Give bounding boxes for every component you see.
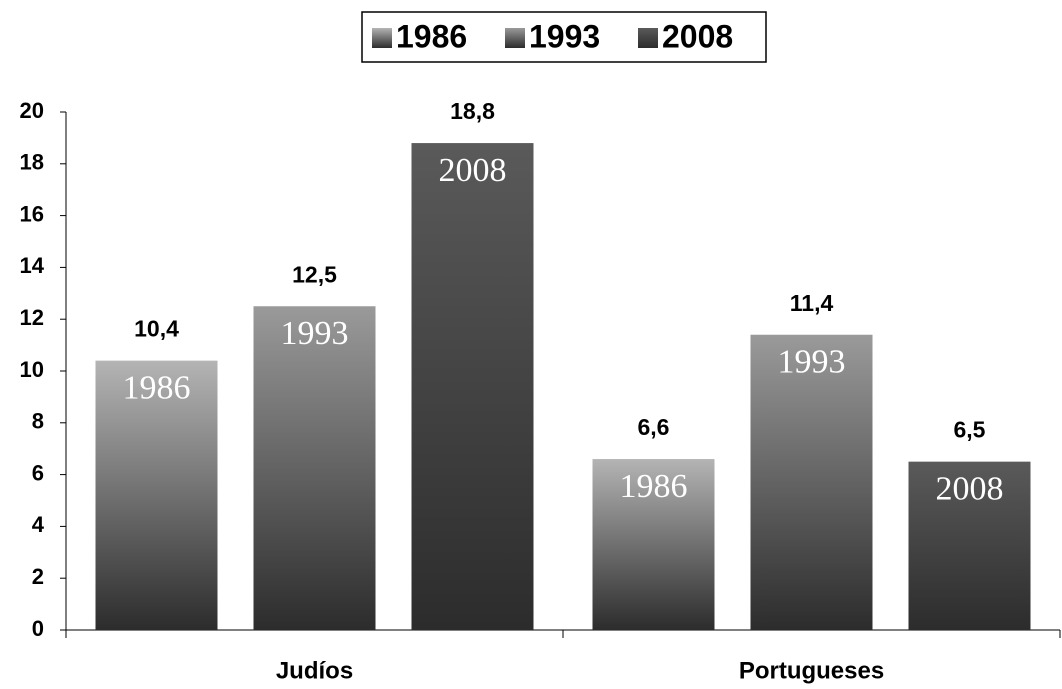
x-tick-label: Portugueses: [739, 657, 884, 684]
bar-series-label: 1993: [281, 315, 349, 352]
legend-swatch: [638, 28, 658, 48]
legend-label: 1993: [529, 18, 600, 54]
legend-label: 1986: [396, 18, 467, 54]
y-tick-label: 10: [20, 357, 44, 382]
y-tick-label: 0: [32, 616, 44, 641]
bar: [253, 306, 376, 630]
value-label: 6,6: [638, 414, 670, 440]
bar: [750, 334, 873, 630]
value-label: 10,4: [134, 316, 179, 342]
legend-box: [361, 11, 767, 63]
legend-swatch: [505, 28, 525, 48]
bar: [95, 360, 218, 630]
y-tick-label: 8: [32, 409, 44, 434]
y-tick-label: 14: [20, 253, 45, 278]
bar-series-label: 1986: [123, 369, 191, 406]
legend-label: 2008: [662, 18, 733, 54]
value-label: 12,5: [292, 261, 337, 287]
y-tick-label: 20: [20, 98, 44, 123]
legend-swatch: [372, 28, 392, 48]
y-tick-label: 4: [32, 512, 45, 537]
y-tick-label: 18: [20, 150, 44, 175]
bar-series-label: 1986: [620, 468, 688, 505]
value-label: 11,4: [790, 290, 834, 316]
value-label: 6,5: [954, 417, 986, 443]
y-tick-label: 6: [32, 460, 44, 485]
y-tick-label: 2: [32, 564, 44, 589]
value-label: 18,8: [450, 98, 495, 124]
bar: [908, 461, 1031, 630]
bar-series-label: 2008: [936, 470, 1004, 507]
bar: [411, 143, 534, 630]
y-tick-label: 12: [20, 305, 44, 330]
bar-series-label: 2008: [439, 152, 507, 189]
bar-series-label: 1993: [778, 344, 846, 381]
x-tick-label: Judíos: [276, 657, 353, 684]
bar: [592, 459, 715, 630]
y-tick-label: 16: [20, 201, 44, 226]
